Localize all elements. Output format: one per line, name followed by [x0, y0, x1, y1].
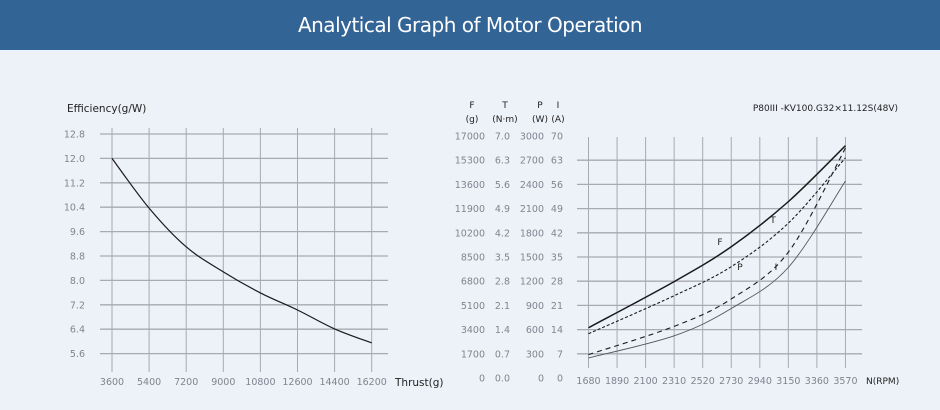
y-tick-p: 3000 — [520, 132, 544, 143]
x-tick-label: 3570 — [833, 376, 857, 387]
y-tick-f: 15300 — [455, 156, 485, 167]
y-tick-i: 28 — [551, 277, 563, 288]
y-axis-name-i: I — [557, 101, 560, 111]
y-tick-label: 6.4 — [70, 325, 85, 336]
curve-label-f: F — [717, 238, 722, 248]
y-tick-p: 2700 — [520, 156, 544, 167]
x-tick-label: 2520 — [691, 376, 715, 387]
x-tick-label: 16200 — [357, 377, 387, 388]
y-axis-unit-f: (g) — [466, 115, 479, 125]
y-axis-name-p: P — [537, 101, 543, 111]
curve-label-t: T — [769, 216, 776, 226]
x-tick-label: 7200 — [174, 377, 198, 388]
y-tick-p: 0 — [538, 374, 544, 385]
y-axis-unit-p: (W) — [532, 115, 548, 125]
x-axis-title: Thrust(g) — [394, 377, 444, 389]
page-title: Analytical Graph of Motor Operation — [297, 13, 643, 37]
x-tick-label: 1680 — [576, 376, 600, 387]
y-tick-i: 0 — [557, 374, 563, 385]
x-tick-label: 2310 — [662, 376, 686, 387]
curve-label-p: P — [737, 263, 743, 273]
y-tick-f: 8500 — [461, 253, 485, 264]
y-tick-t: 0.7 — [495, 349, 510, 360]
y-tick-label: 9.6 — [70, 227, 85, 238]
x-tick-label: 2100 — [634, 376, 658, 387]
y-axis-unit-t: (N·m) — [492, 115, 517, 125]
x-tick-label: 2730 — [719, 376, 743, 387]
x-tick-label: 9000 — [211, 377, 235, 388]
y-axis-unit-i: (A) — [551, 115, 564, 125]
y-tick-i: 56 — [551, 180, 563, 191]
y-tick-i: 63 — [551, 156, 563, 167]
y-tick-label: 10.4 — [64, 203, 85, 214]
y-tick-t: 4.9 — [495, 204, 510, 215]
y-tick-i: 70 — [551, 132, 563, 143]
page-header: Analytical Graph of Motor Operation — [0, 0, 940, 50]
x-tick-label: 5400 — [137, 377, 161, 388]
curve-t — [588, 157, 846, 335]
y-tick-p: 1200 — [520, 277, 544, 288]
y-tick-label: 7.2 — [70, 300, 85, 311]
y-tick-f: 1700 — [461, 349, 485, 360]
x-tick-label: 3600 — [100, 377, 124, 388]
x-tick-label: 2940 — [748, 376, 772, 387]
y-tick-i: 7 — [557, 349, 563, 360]
x-tick-label: 10800 — [245, 377, 275, 388]
y-tick-p: 900 — [526, 301, 544, 312]
y-tick-t: 0.0 — [495, 374, 510, 385]
x-tick-label: 14400 — [319, 377, 349, 388]
efficiency-curve — [111, 158, 372, 344]
chart-title: P80III -KV100.G32×11.12S(48V) — [753, 104, 898, 114]
x-tick-label: 3150 — [776, 376, 800, 387]
y-tick-i: 21 — [551, 301, 563, 312]
y-tick-t: 2.8 — [495, 277, 510, 288]
y-axis-name-t: T — [501, 101, 508, 111]
y-tick-f: 17000 — [455, 132, 485, 143]
y-tick-p: 1500 — [520, 253, 544, 264]
x-axis-title: N(RPM) — [866, 377, 899, 387]
y-tick-p: 300 — [526, 349, 544, 360]
y-tick-t: 1.4 — [495, 325, 510, 336]
y-tick-i: 42 — [551, 228, 563, 239]
y-tick-p: 2100 — [520, 204, 544, 215]
y-tick-label: 8.0 — [70, 276, 85, 287]
y-tick-p: 1800 — [520, 228, 544, 239]
y-tick-t: 4.2 — [495, 228, 510, 239]
curve-i — [588, 180, 846, 359]
y-tick-f: 3400 — [461, 325, 485, 336]
y-tick-label: 8.8 — [70, 252, 85, 263]
y-tick-t: 5.6 — [495, 180, 510, 191]
y-tick-label: 5.6 — [70, 349, 85, 360]
y-tick-label: 12.8 — [64, 130, 85, 141]
y-tick-i: 49 — [551, 204, 563, 215]
curve-f — [588, 145, 846, 329]
x-tick-label: 12600 — [282, 377, 312, 388]
y-tick-f: 5100 — [461, 301, 485, 312]
y-tick-f: 13600 — [455, 180, 485, 191]
x-tick-label: 1890 — [605, 376, 629, 387]
y-tick-t: 3.5 — [495, 253, 510, 264]
y-tick-f: 10200 — [455, 228, 485, 239]
y-tick-label: 11.2 — [64, 178, 85, 189]
x-tick-label: 3360 — [805, 376, 829, 387]
y-tick-t: 7.0 — [495, 132, 510, 143]
y-tick-i: 35 — [551, 253, 563, 264]
y-tick-f: 0 — [479, 374, 485, 385]
y-tick-i: 14 — [551, 325, 563, 336]
y-tick-f: 6800 — [461, 277, 485, 288]
y-axis-title: Efficiency(g/W) — [67, 103, 146, 115]
curve-p — [588, 147, 846, 356]
y-tick-p: 600 — [526, 325, 544, 336]
y-tick-label: 12.0 — [64, 154, 85, 165]
curve-label-i: I — [775, 263, 778, 273]
y-axis-name-f: F — [469, 101, 474, 111]
y-tick-p: 2400 — [520, 180, 544, 191]
y-tick-t: 2.1 — [495, 301, 510, 312]
y-tick-t: 6.3 — [495, 156, 510, 167]
y-tick-f: 11900 — [455, 204, 485, 215]
